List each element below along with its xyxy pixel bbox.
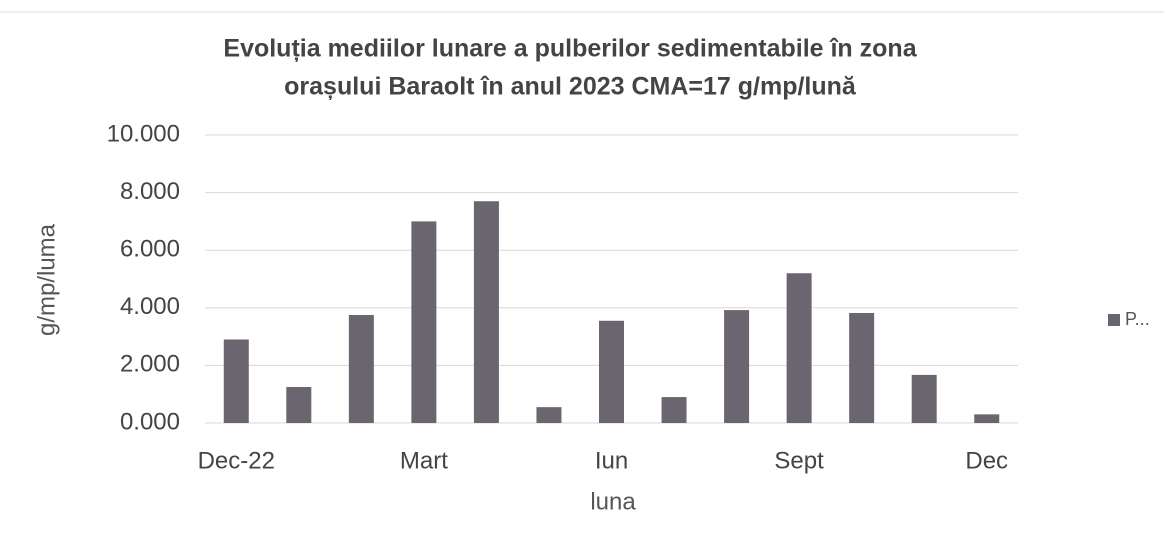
x-tick-label: Iun <box>595 447 628 474</box>
bar <box>724 310 750 423</box>
legend-swatch <box>1108 314 1120 326</box>
y-tick-label: 6.000 <box>120 236 180 263</box>
x-tick-label: Dec <box>965 447 1008 474</box>
x-tick-label: Sept <box>774 447 824 474</box>
legend-label: P... <box>1125 309 1150 329</box>
x-axis-title: luna <box>590 488 636 515</box>
bar <box>223 339 249 423</box>
bar <box>661 397 687 423</box>
x-tick-label: Dec-22 <box>198 447 275 474</box>
bar <box>911 374 937 423</box>
y-tick-label: 0.000 <box>120 408 180 435</box>
y-axis-title: g/mp/luma <box>33 223 60 336</box>
bar <box>536 407 562 423</box>
bar <box>786 273 812 423</box>
chart-title: orașului Baraolt în anul 2023 CMA=17 g/m… <box>284 73 857 101</box>
y-tick-label: 8.000 <box>120 178 180 205</box>
bar <box>286 387 312 423</box>
bar <box>849 312 875 423</box>
y-tick-label: 10.000 <box>107 120 180 147</box>
bar <box>974 414 1000 423</box>
y-tick-label: 4.000 <box>120 293 180 320</box>
x-tick-label: Mart <box>400 447 448 474</box>
bar <box>348 315 374 423</box>
bar <box>473 201 499 423</box>
y-tick-label: 2.000 <box>120 351 180 378</box>
bar <box>599 320 624 423</box>
bar <box>411 221 437 423</box>
chart-title: Evoluția mediilor lunare a pulberilor se… <box>223 35 917 63</box>
